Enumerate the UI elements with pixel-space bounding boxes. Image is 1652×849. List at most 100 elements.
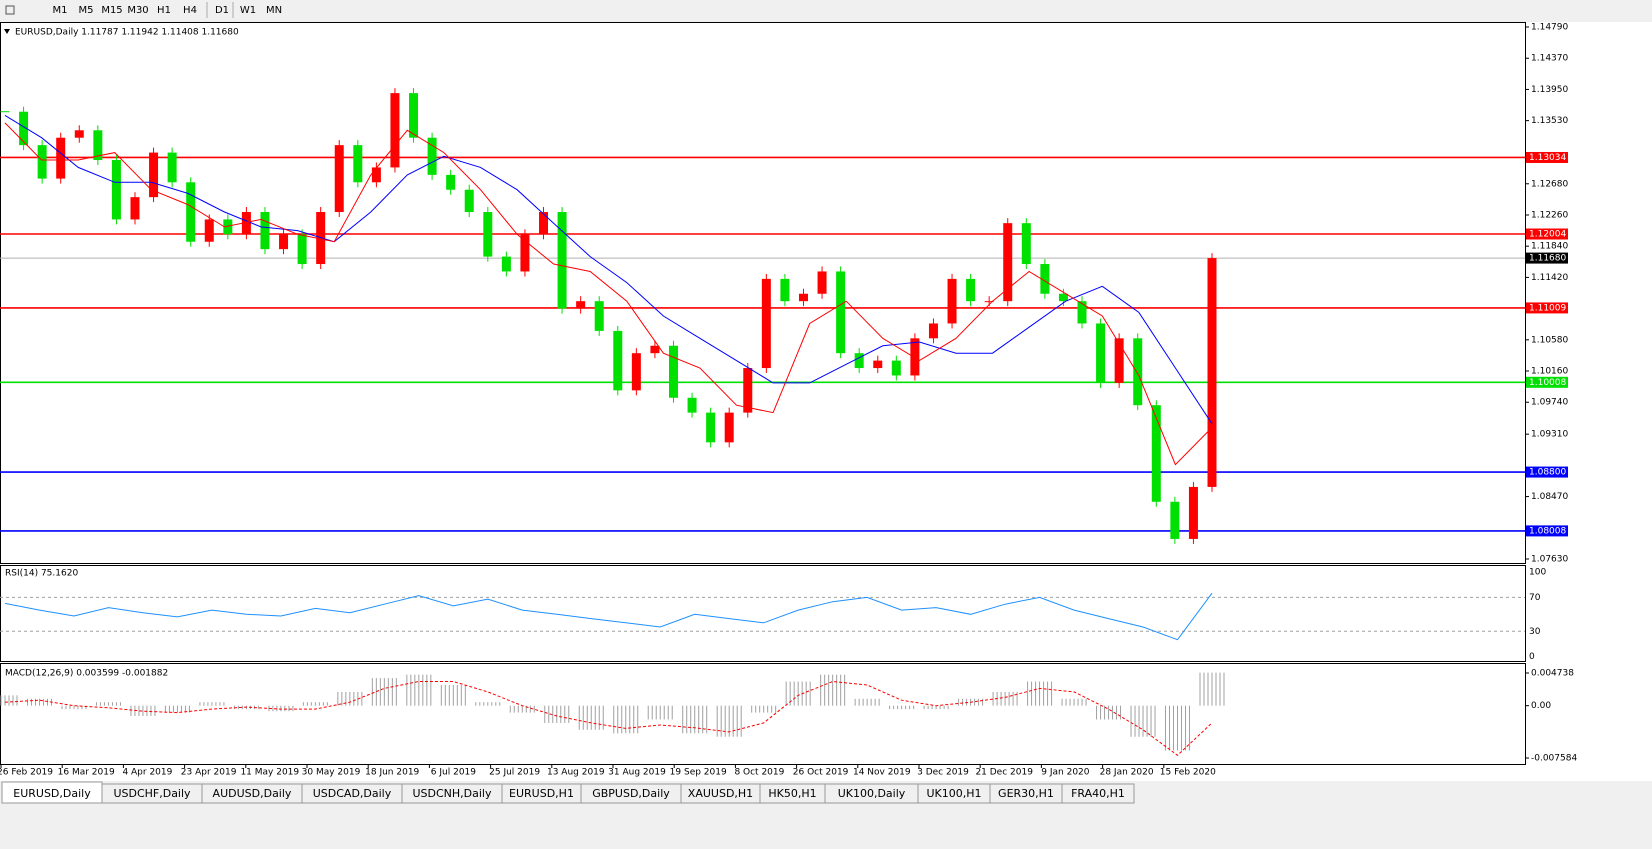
timeframe-label[interactable]: W1 xyxy=(240,5,256,16)
candle-body xyxy=(613,330,623,391)
timeframe-button[interactable]: D1 xyxy=(215,5,229,16)
chart-tab[interactable]: FRA40,H1 xyxy=(1061,783,1135,804)
macd-header: MACD(12,26,9) 0.003599 -0.001882 xyxy=(5,669,168,679)
tab-label[interactable]: FRA40,H1 xyxy=(1071,787,1125,800)
moving-average xyxy=(4,122,1213,466)
timeframe-button[interactable]: M1 xyxy=(53,5,68,16)
tab-label[interactable]: UK100,Daily xyxy=(838,787,906,800)
tab-label[interactable]: USDCHF,Daily xyxy=(113,787,191,800)
candle-body xyxy=(279,234,289,250)
x-tick-label: 30 May 2019 xyxy=(302,768,361,778)
timeframe-button[interactable]: MN xyxy=(266,5,282,16)
tab-label[interactable]: GER30,H1 xyxy=(998,787,1054,800)
candle-body xyxy=(1114,338,1124,383)
y-tick-label: 1.12680 xyxy=(1531,179,1568,189)
y-tick-label: 1.11840 xyxy=(1531,242,1568,252)
timeframe-button[interactable]: M15 xyxy=(101,5,122,16)
timeframe-label[interactable]: D1 xyxy=(215,5,229,16)
candle-body xyxy=(576,301,586,309)
timeframe-label[interactable]: H4 xyxy=(183,5,197,16)
candle-body xyxy=(501,256,511,272)
timeframe-label[interactable]: M15 xyxy=(101,5,122,16)
x-tick-label: 26 Feb 2019 xyxy=(0,768,53,778)
level-label-box xyxy=(1526,525,1568,537)
level-label: 1.11009 xyxy=(1529,303,1566,313)
tab-label[interactable]: GBPUSD,Daily xyxy=(592,787,670,800)
timeframe-button[interactable]: H4 xyxy=(183,5,197,16)
y-tick-label: 1.10580 xyxy=(1531,335,1568,345)
candle-body xyxy=(520,234,530,272)
x-tick-label: 15 Feb 2020 xyxy=(1160,768,1216,778)
chart-tab[interactable]: HK50,H1 xyxy=(759,783,826,804)
timeframe-button[interactable]: W1 xyxy=(240,5,256,16)
timeframe-label[interactable]: H1 xyxy=(157,5,171,16)
tab-label[interactable]: UK100,H1 xyxy=(926,787,981,800)
y-tick-label: 1.10160 xyxy=(1531,367,1568,377)
chart-tab[interactable]: USDCNH,Daily xyxy=(401,783,503,804)
chart-tab[interactable]: UK100,H1 xyxy=(917,783,991,804)
x-tick-label: 19 Sep 2019 xyxy=(670,768,727,778)
chart-tab[interactable]: AUDUSD,Daily xyxy=(201,783,303,804)
macd-signal xyxy=(4,680,1213,756)
tab-box[interactable] xyxy=(1061,783,1135,804)
toolbar-icon xyxy=(5,5,15,15)
y-tick-label: 1.09310 xyxy=(1531,430,1568,440)
x-tick-label: 31 Aug 2019 xyxy=(608,768,666,778)
level-label: 1.08008 xyxy=(1529,526,1566,536)
level-label-box xyxy=(1526,302,1568,314)
candle-body xyxy=(984,301,994,303)
chart-tab[interactable]: GER30,H1 xyxy=(989,783,1063,804)
timeframe-button[interactable]: M30 xyxy=(127,5,148,16)
candle-body xyxy=(186,182,196,242)
chart-tab[interactable]: EURUSD,Daily xyxy=(1,781,103,804)
candle-body xyxy=(1058,293,1068,302)
macd-panel xyxy=(0,663,1526,765)
timeframe-button[interactable]: M5 xyxy=(79,5,94,16)
candle-body xyxy=(353,145,363,183)
timeframe-button[interactable]: H1 xyxy=(157,5,171,16)
timeframe-label[interactable]: MN xyxy=(266,5,282,16)
chart-tab[interactable]: EURUSD,H1 xyxy=(501,783,582,804)
timeframe-label[interactable]: M30 xyxy=(127,5,148,16)
candle-body xyxy=(1133,338,1143,406)
tab-label[interactable]: EURUSD,H1 xyxy=(509,787,574,800)
chart-tab[interactable]: UK100,Daily xyxy=(824,783,919,804)
level-label-box xyxy=(1526,228,1568,240)
candle-body xyxy=(836,271,846,354)
candle-body xyxy=(409,93,419,138)
tab-label[interactable]: HK50,H1 xyxy=(768,787,816,800)
level-label: 1.11680 xyxy=(1529,254,1566,264)
chart-tab[interactable]: USDCHF,Daily xyxy=(101,783,203,804)
toolbar xyxy=(0,0,1652,20)
rsi-line xyxy=(4,592,1213,641)
level-label: 1.13034 xyxy=(1529,153,1566,163)
y-tick-label: 0.00 xyxy=(1531,701,1551,711)
y-tick-label: 1.14790 xyxy=(1531,23,1568,33)
tab-label[interactable]: XAUUSD,H1 xyxy=(688,787,753,800)
moving-average xyxy=(4,114,1213,425)
candle-body xyxy=(761,278,771,369)
chart-tab[interactable]: GBPUSD,Daily xyxy=(580,783,682,804)
candle-body xyxy=(297,234,307,265)
candle-body xyxy=(56,137,66,179)
candle-body xyxy=(966,278,976,302)
candle-body xyxy=(743,368,753,413)
candle-body xyxy=(631,353,641,391)
timeframe-label[interactable]: M1 xyxy=(53,5,68,16)
candle-body xyxy=(1170,501,1180,539)
level-label: 1.12004 xyxy=(1529,230,1566,240)
candle-body xyxy=(427,137,437,175)
tab-label[interactable]: USDCNH,Daily xyxy=(412,787,492,800)
x-tick-label: 13 Aug 2019 xyxy=(547,768,605,778)
tab-label[interactable]: EURUSD,Daily xyxy=(13,787,91,800)
candle-body xyxy=(241,212,251,235)
candle-body xyxy=(594,301,604,331)
tab-label[interactable]: USDCAD,Daily xyxy=(313,787,392,800)
timeframe-label[interactable]: M5 xyxy=(79,5,94,16)
candle-body xyxy=(687,397,697,413)
candle-body xyxy=(1021,223,1031,265)
chart-tab[interactable]: USDCAD,Daily xyxy=(301,783,403,804)
y-tick-label: 1.08470 xyxy=(1531,492,1568,502)
tab-label[interactable]: AUDUSD,Daily xyxy=(213,787,292,800)
chart-tab[interactable]: XAUUSD,H1 xyxy=(680,783,761,804)
